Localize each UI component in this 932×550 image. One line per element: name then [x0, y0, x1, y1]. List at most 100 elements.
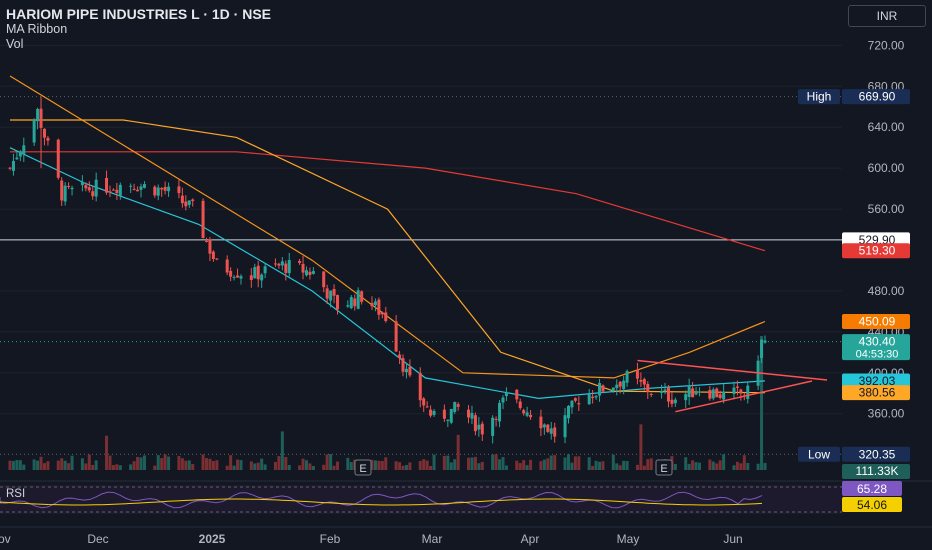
volume-bar: [601, 461, 605, 470]
candle-body: [32, 119, 36, 143]
candle-body: [380, 312, 384, 315]
price-tick: 600.00: [868, 161, 905, 175]
volume-bar: [208, 458, 212, 470]
candle-body: [625, 371, 629, 383]
volume-bar: [742, 455, 746, 470]
ma-fast-price-text: 392.03: [859, 374, 896, 388]
candle-body: [336, 295, 340, 310]
upper-trendline: [637, 359, 828, 381]
volume-bar: [549, 455, 553, 470]
candle-body: [715, 388, 719, 398]
candle-body: [425, 406, 429, 408]
candle-body: [36, 109, 40, 122]
last-price-price-text: 430.40: [859, 335, 896, 349]
candle-body: [611, 387, 615, 391]
volume-bar: [349, 462, 353, 470]
rsi-line: [0, 491, 763, 509]
candle-body: [570, 400, 574, 408]
candle-body: [277, 263, 281, 266]
candle-body: [280, 261, 284, 266]
volume-bar: [691, 460, 695, 470]
symbol-title[interactable]: HARIOM PIPE INDUSTRIES L · 1D · NSE: [6, 6, 271, 22]
candle-body: [732, 387, 736, 394]
volume-bar: [187, 460, 191, 470]
candle-body: [525, 412, 529, 416]
volume-bar: [201, 454, 205, 470]
volume-bar: [236, 459, 240, 470]
volume-bar: [280, 431, 284, 470]
candle-body: [687, 385, 691, 398]
candle-body: [22, 145, 26, 155]
volume-bar: [377, 460, 381, 470]
candle-body: [46, 137, 50, 141]
candle-body: [666, 387, 670, 402]
volume-bar: [715, 463, 719, 470]
candle-body: [225, 259, 229, 273]
volume-bar: [618, 465, 622, 470]
candle-body: [722, 391, 726, 400]
currency-button[interactable]: INR: [848, 5, 926, 27]
candle-body: [184, 201, 188, 207]
volume-bar: [84, 463, 88, 470]
ma-mid-price-tag: [842, 314, 910, 330]
candle-body: [325, 288, 329, 299]
rsi-band: [0, 485, 842, 514]
ma-fast-price-tag: [842, 373, 910, 389]
low-tag-label: Low: [808, 447, 830, 461]
volume-bar: [722, 454, 726, 470]
time-tick: Jun: [723, 532, 742, 546]
volume-bar: [142, 455, 146, 470]
volume-bar: [298, 465, 302, 470]
candle-body: [573, 398, 577, 401]
rsi-value-tag-text: 65.28: [857, 482, 887, 496]
volume-bar: [611, 454, 615, 470]
high-price-text: 669.90: [859, 90, 896, 104]
candle-body: [208, 239, 212, 254]
candle-body: [211, 251, 215, 260]
ma-4-price-text: 380.56: [859, 386, 896, 400]
indicator-volume[interactable]: Vol: [6, 37, 24, 51]
volume-bar: [249, 461, 253, 470]
volume-bar: [136, 456, 140, 470]
candle-body: [615, 384, 619, 389]
candle-body: [139, 186, 143, 190]
volume-bar: [591, 465, 595, 470]
candle-body: [649, 393, 653, 395]
candle-body: [201, 200, 205, 239]
indicator-ma-ribbon[interactable]: MA Ribbon: [6, 22, 68, 36]
volume-bar: [325, 454, 329, 470]
candle-body: [349, 297, 353, 309]
volume-bar: [225, 465, 229, 470]
volume-bar: [370, 459, 374, 470]
rsi-label[interactable]: RSI: [6, 488, 26, 500]
volume-bars: [8, 336, 767, 470]
candle-body: [273, 263, 277, 265]
candle-body: [132, 188, 136, 190]
volume-bar: [156, 455, 160, 470]
volume-bar: [232, 465, 236, 470]
candle-body: [105, 177, 109, 193]
volume-bar: [46, 461, 50, 470]
candle-body: [311, 271, 315, 274]
price-tick: 360.00: [868, 407, 905, 421]
high-tag-box: [798, 89, 840, 105]
candle-body: [301, 263, 305, 273]
price-tick: 560.00: [868, 202, 905, 216]
volume-bar: [263, 464, 267, 470]
volume-bar: [473, 456, 477, 470]
candlesticks: [8, 96, 767, 444]
low-tag-box: [798, 446, 840, 462]
volume-bar: [60, 458, 64, 470]
volume-bar: [646, 459, 650, 470]
volume-bar: [32, 459, 36, 470]
volume-bar: [115, 464, 119, 470]
candle-body: [546, 424, 550, 432]
volume-bar: [8, 460, 12, 470]
volume-bar: [105, 435, 109, 470]
volume-bar: [573, 456, 577, 470]
time-tick: Mar: [422, 532, 443, 546]
volume-bar: [480, 461, 484, 470]
volume-bar: [184, 460, 188, 470]
candle-body: [80, 182, 84, 186]
